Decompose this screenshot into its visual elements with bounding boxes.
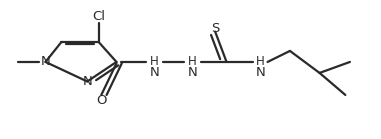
Text: O: O [96,94,107,107]
Text: H: H [256,55,265,68]
Text: N: N [150,66,159,79]
Text: N: N [256,66,266,79]
Text: N: N [41,55,50,68]
Text: methyl: methyl [8,61,13,63]
Text: N: N [187,66,197,79]
Text: methyl: methyl [6,61,11,63]
Text: H: H [150,55,159,68]
Text: N: N [82,75,92,88]
Text: H: H [188,55,197,68]
Text: Cl: Cl [92,10,105,23]
Text: S: S [211,22,219,35]
